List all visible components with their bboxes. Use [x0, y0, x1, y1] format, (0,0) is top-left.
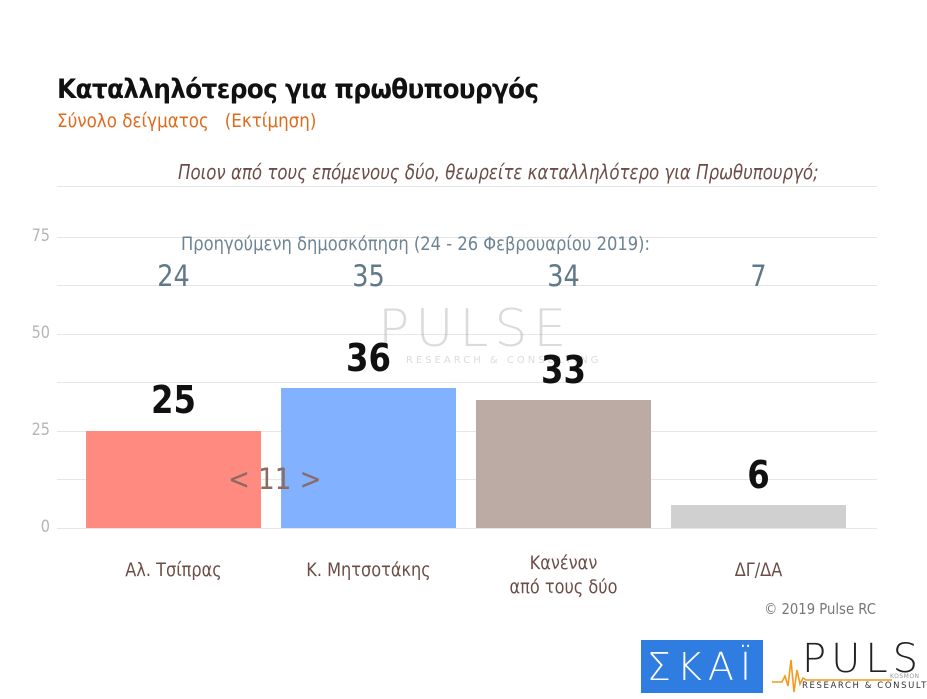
x-label-line: από τους δύο: [509, 576, 618, 598]
gridline-12: [57, 479, 877, 480]
skai-logo: ΣΚΑΪ: [641, 640, 763, 693]
pulse-logo: PULSE KOSMON RESEARCH & CONSULTING: [772, 636, 927, 695]
bar-tsipras: [86, 431, 261, 528]
bar-value-dk: 6: [747, 453, 770, 497]
x-label-line: ΔΓ/ΔΑ: [734, 559, 783, 581]
x-label-line: Αλ. Τσίπρας: [125, 559, 222, 581]
copyright-text: © 2019 Pulse RC: [764, 600, 876, 618]
bar-none: [476, 400, 651, 528]
bar-value-none: 33: [541, 348, 586, 392]
y-tick-0: 0: [40, 517, 50, 537]
bar-value-tsipras: 25: [151, 378, 196, 422]
gridline-50: [57, 334, 877, 335]
gridline-top: [57, 186, 877, 187]
x-label-tsipras: Αλ. Τσίπρας: [91, 558, 257, 582]
gridline-25: [57, 431, 877, 432]
gridline-0: [57, 528, 877, 529]
chart-title: Καταλληλότερος για πρωθυπουργός: [57, 74, 539, 105]
pulse-logo-small: KOSMON: [890, 673, 920, 680]
gridline-37: [57, 382, 877, 383]
y-tick-25: 25: [31, 420, 50, 440]
watermark-subtext: RESEARCH & CONSULTING: [406, 355, 602, 366]
previous-value-tsipras: 24: [157, 259, 190, 293]
difference-annotation: < 11 >: [228, 462, 322, 496]
x-label-mitsotakis: Κ. Μητσοτάκης: [286, 558, 452, 582]
bar-mitsotakis: [281, 388, 456, 528]
x-label-line: Κανέναν: [529, 552, 598, 574]
bar-value-mitsotakis: 36: [346, 336, 391, 380]
survey-question: Ποιον από τους επόμενους δύο, θεωρείτε κ…: [178, 160, 819, 184]
previous-value-none: 34: [547, 259, 580, 293]
x-label-none: Κανέναν από τους δύο: [481, 551, 647, 599]
chart-subtitle: Σύνολο δείγματος (Εκτίμηση): [57, 110, 317, 132]
y-tick-75: 75: [31, 226, 50, 246]
previous-poll-label: Προηγούμενη δημοσκόπηση (24 - 26 Φεβρουα…: [181, 233, 651, 255]
previous-value-mitsotakis: 35: [352, 259, 385, 293]
x-label-line: Κ. Μητσοτάκης: [306, 559, 431, 581]
y-tick-50: 50: [31, 323, 50, 343]
pulse-logo-subtext: RESEARCH & CONSULTING: [802, 681, 927, 691]
previous-value-dk: 7: [750, 259, 767, 293]
pulse-heartbeat-icon: [772, 659, 892, 693]
x-label-dk: ΔΓ/ΔΑ: [676, 558, 842, 582]
bar-dk: [671, 505, 846, 528]
watermark-text: PULSE: [378, 299, 573, 359]
gridline-75: [57, 237, 877, 238]
pulse-logo-text: PULSE: [802, 636, 927, 682]
gridline-62: [57, 285, 877, 286]
pulse-watermark: PULSE RESEARCH & CONSULTING: [378, 303, 601, 366]
